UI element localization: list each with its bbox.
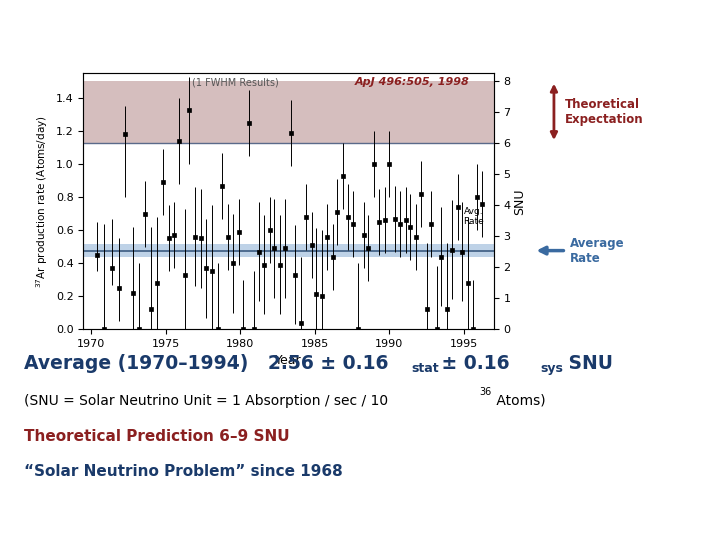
Text: 36: 36 [479, 387, 492, 397]
Text: Atoms): Atoms) [492, 394, 545, 407]
Text: sys: sys [541, 362, 563, 375]
Y-axis label: $^{37}$Ar production rate (Atoms/day): $^{37}$Ar production rate (Atoms/day) [35, 115, 51, 288]
X-axis label: Year: Year [275, 354, 302, 367]
Text: “Solar Neutrino Problem” since 1968: “Solar Neutrino Problem” since 1968 [24, 463, 343, 479]
Text: ± 0.16: ± 0.16 [435, 354, 510, 373]
Text: SNU: SNU [562, 354, 613, 373]
Bar [83, 244, 494, 257]
Text: (SNU = Solar Neutrino Unit = 1 Absorption / sec / 10: (SNU = Solar Neutrino Unit = 1 Absorptio… [24, 394, 388, 407]
Bar [83, 81, 494, 143]
Text: (1 FWHM Results): (1 FWHM Results) [192, 77, 279, 87]
Text: Theoretical
Expectation: Theoretical Expectation [565, 98, 643, 126]
Text: stat: stat [411, 362, 439, 375]
Text: Avg.
Rate: Avg. Rate [462, 207, 484, 226]
Y-axis label: SNU: SNU [513, 188, 526, 214]
Text: Average
Rate: Average Rate [570, 237, 624, 264]
Text: Results of Chlorine Experiment (Homestake): Results of Chlorine Experiment (Homestak… [83, 18, 643, 39]
Text: ApJ 496:505, 1998: ApJ 496:505, 1998 [354, 77, 469, 87]
Text: Georg Raffelt, MPI Physics, Munich: Georg Raffelt, MPI Physics, Munich [7, 522, 176, 532]
Text: Theoretical Prediction 6–9 SNU: Theoretical Prediction 6–9 SNU [24, 429, 290, 443]
Text: Average (1970–1994)   2.56 ± 0.16: Average (1970–1994) 2.56 ± 0.16 [24, 354, 388, 373]
Text: Neutrinos in Astrophysics and Cosmology, NBI, 23–27 June 2014: Neutrinos in Astrophysics and Cosmology,… [404, 522, 719, 532]
